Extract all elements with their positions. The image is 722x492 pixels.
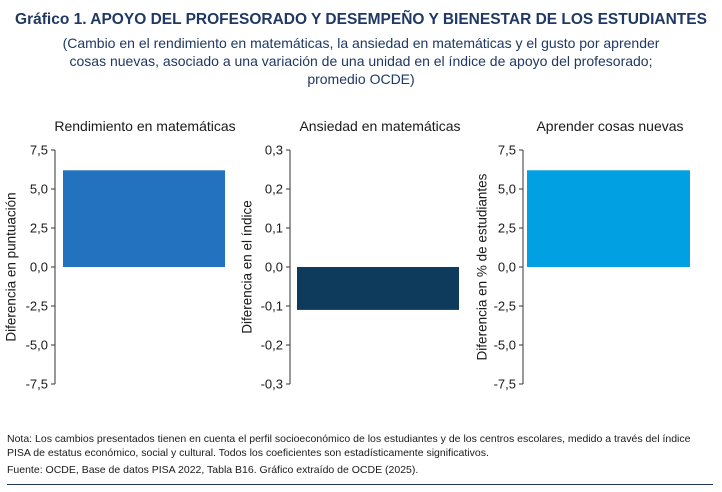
y-tick-label: 2,5: [30, 221, 48, 236]
y-tick-label: 2,5: [498, 221, 516, 236]
y-tick-label: -7,5: [494, 377, 516, 392]
bar: [297, 267, 459, 310]
y-tick-label: -0,1: [261, 299, 283, 314]
y-tick-label: -2,5: [26, 299, 48, 314]
y-tick-label: -0,3: [261, 377, 283, 392]
y-axis-label: Diferencia en % de estudiantes: [475, 173, 490, 360]
y-tick-label: -5,0: [494, 338, 516, 353]
bar: [527, 170, 690, 267]
note-text: Nota: Los cambios presentados tienen en …: [7, 433, 691, 459]
y-tick-label: 0,0: [265, 260, 283, 275]
y-tick-label: 0,1: [265, 221, 283, 236]
subtitle-line: promedio OCDE): [307, 71, 415, 87]
y-tick-label: 7,5: [30, 143, 48, 158]
subtitle-line: cosas nuevas, asociado a una variación d…: [69, 53, 653, 69]
y-tick-label: 0,2: [265, 182, 283, 197]
subtitle-line: (Cambio en el rendimiento en matemáticas…: [62, 35, 660, 51]
source-text: Fuente: OCDE, Base de datos PISA 2022, T…: [7, 464, 419, 476]
panel-title-aprender: Aprender cosas nuevas: [536, 118, 684, 134]
y-tick-label: 0,3: [265, 143, 283, 158]
y-tick-label: 7,5: [498, 143, 516, 158]
bottom-divider: [7, 484, 713, 485]
chart-title: Gráfico 1. APOYO DEL PROFESORADO Y DESEM…: [15, 11, 707, 28]
y-tick-label: 5,0: [30, 182, 48, 197]
y-tick-label: -7,5: [26, 377, 48, 392]
y-tick-label: -5,0: [26, 338, 48, 353]
y-tick-label: 0,0: [30, 260, 48, 275]
panel-title-rendimiento: Rendimiento en matemáticas: [54, 118, 236, 134]
y-tick-label: 5,0: [498, 182, 516, 197]
y-axis-label: Diferencia en el índice: [240, 200, 255, 334]
y-tick-label: 0,0: [498, 260, 516, 275]
y-tick-label: -2,5: [494, 299, 516, 314]
panel-title-ansiedad: Ansiedad en matemáticas: [299, 118, 461, 134]
chart-subtitle: (Cambio en el rendimiento en matemáticas…: [40, 34, 682, 88]
y-tick-label: -0,2: [261, 338, 283, 353]
y-axis-label: Diferencia en puntuación: [4, 192, 19, 341]
bar: [63, 170, 225, 267]
